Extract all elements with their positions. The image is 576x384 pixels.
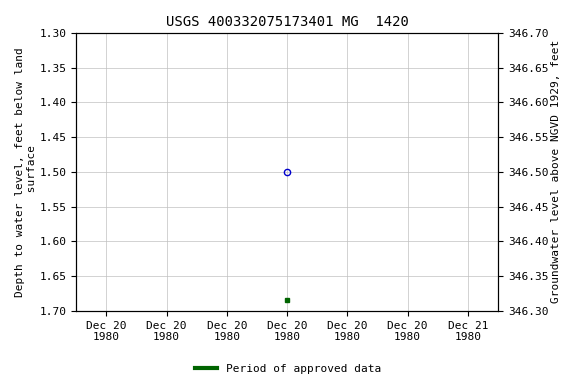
Y-axis label: Groundwater level above NGVD 1929, feet: Groundwater level above NGVD 1929, feet (551, 40, 561, 303)
Y-axis label: Depth to water level, feet below land
 surface: Depth to water level, feet below land su… (15, 47, 37, 297)
Title: USGS 400332075173401 MG  1420: USGS 400332075173401 MG 1420 (166, 15, 408, 29)
Legend: Period of approved data: Period of approved data (191, 359, 385, 379)
